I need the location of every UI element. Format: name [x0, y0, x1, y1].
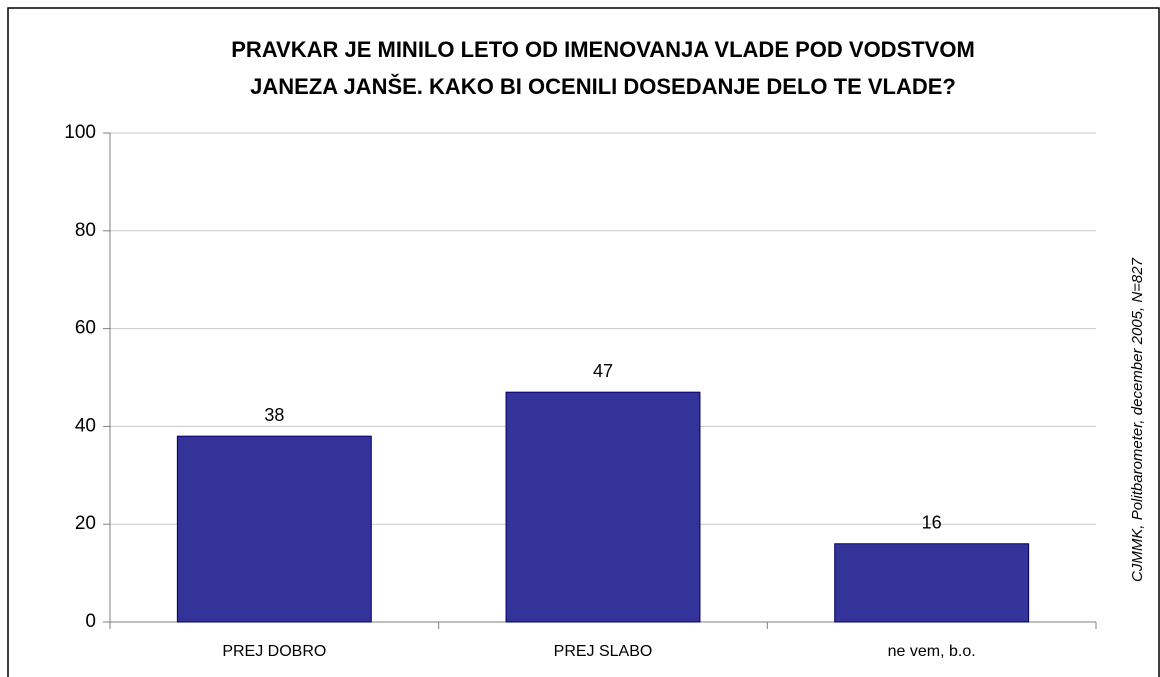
bar: [176, 435, 372, 623]
chart-title: PRAVKAR JE MINILO LETO OD IMENOVANJA VLA…: [231, 37, 975, 62]
y-tick-label: 40: [75, 415, 96, 436]
source: CJMMK, Politbarometer, december 2005, N=…: [1129, 257, 1146, 582]
y-tick-label: 20: [75, 513, 96, 534]
bar: [505, 391, 701, 623]
y-tick-label: 0: [85, 611, 96, 632]
value-label: 38: [264, 405, 284, 425]
value-label: 47: [593, 361, 613, 381]
chart-title: JANEZA JANŠE. KAKO BI OCENILI DOSEDANJE …: [250, 74, 956, 99]
value-label: 16: [922, 513, 942, 533]
y-tick-label: 80: [75, 220, 96, 241]
x-tick-label: PREJ DOBRO: [222, 643, 326, 660]
bar: [834, 543, 1030, 623]
y-tick-label: 100: [64, 122, 96, 143]
y-tick-label: 60: [75, 318, 96, 339]
x-tick-label: PREJ SLABO: [554, 643, 653, 660]
x-tick-label: ne vem, b.o.: [888, 643, 976, 660]
